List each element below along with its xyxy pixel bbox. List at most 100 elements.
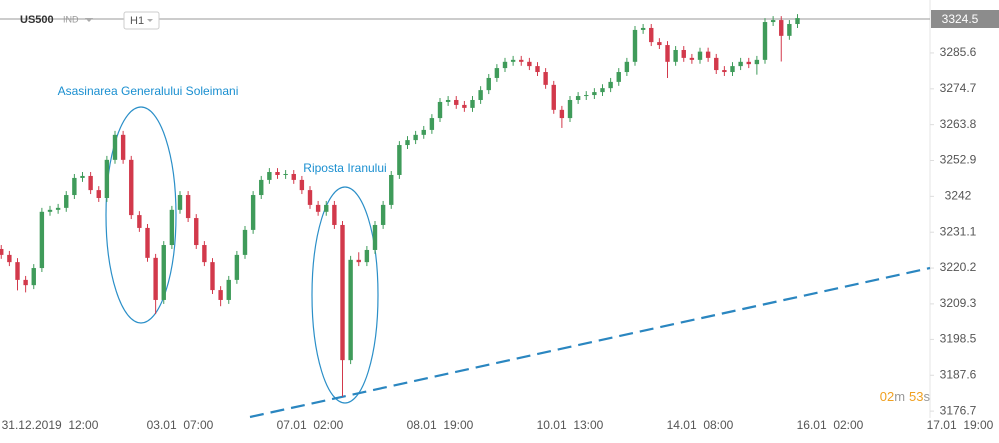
candle-body (47, 209, 53, 212)
candle-body (567, 99, 573, 119)
candle-body (470, 99, 475, 108)
candle-body (575, 96, 581, 100)
candle-body (234, 254, 240, 280)
y-tick-label: 3285.6 (940, 45, 977, 59)
candle-body (112, 134, 118, 160)
trendline (249, 266, 931, 419)
y-tick-label: 3242 (945, 189, 972, 203)
candle-body (624, 61, 630, 73)
timeframe-box[interactable] (123, 11, 160, 30)
candle-body (551, 84, 556, 110)
candle-body (380, 204, 386, 225)
candle-body (0, 248, 4, 255)
candle-body (169, 209, 175, 246)
candle-body (7, 254, 12, 263)
y-tick-label: 3220.2 (940, 260, 977, 274)
candle-body (291, 173, 296, 180)
candle-body (649, 27, 654, 43)
candle-body (519, 59, 524, 62)
ellipse-annotation (311, 186, 379, 404)
candle-body (494, 68, 500, 78)
x-tick-label: 16.01 02:00 (797, 418, 864, 432)
candle-body (462, 104, 467, 108)
timeframe-arrow[interactable] (147, 19, 153, 22)
candle-body (584, 95, 589, 97)
candle-body (437, 101, 443, 119)
y-tick-label: 3209.3 (940, 296, 977, 310)
candle-body (129, 159, 134, 216)
candle-body (250, 195, 256, 230)
candle-body (153, 257, 158, 300)
y-tick-label: 3187.6 (940, 367, 977, 381)
last-price-box (931, 10, 999, 28)
x-tick-label: 07.01 02:00 (277, 418, 344, 432)
candle-body (762, 22, 768, 60)
candle-body (324, 204, 329, 212)
candle-body (64, 195, 69, 208)
candle-body (413, 134, 418, 141)
candle-body (242, 229, 248, 255)
candle-body (608, 81, 613, 89)
candle-body (210, 262, 215, 291)
candle-body (145, 227, 150, 258)
countdown-minutes: 02 (880, 389, 894, 404)
candle-body (23, 279, 28, 286)
candle-body (39, 211, 45, 269)
candle-body (405, 140, 410, 146)
candle-body (315, 204, 321, 212)
candle-body (185, 195, 191, 219)
candle-body (88, 175, 93, 191)
candle-body (340, 224, 345, 361)
x-tick-label: 31.12.2019 12:00 (2, 418, 99, 432)
symbol[interactable]: US500 (20, 14, 54, 26)
y-tick-label: 3263.8 (940, 117, 977, 131)
candle-body (527, 61, 532, 67)
ellipse-annotation (105, 106, 177, 324)
candle-body (161, 245, 166, 300)
candle-body (787, 24, 792, 36)
candle-body (299, 179, 305, 191)
timeframe[interactable]: H1 (130, 15, 144, 27)
candle-body (559, 109, 565, 119)
countdown-seconds: 53 (909, 389, 923, 404)
candle-body (673, 49, 678, 62)
candle-body (226, 279, 231, 300)
candle-body (283, 173, 288, 175)
candle-body (714, 57, 719, 71)
candle-body (730, 66, 735, 73)
candle-body (616, 72, 621, 82)
candle-body (218, 290, 223, 300)
candle-body (754, 59, 760, 65)
candle-body (96, 190, 101, 198)
candle-body (421, 129, 426, 135)
candle-body (356, 259, 361, 263)
candle-body (697, 51, 703, 60)
candle-body (194, 218, 199, 246)
candle-body (543, 72, 548, 85)
candle-body (486, 77, 491, 91)
candle-body (722, 70, 727, 73)
y-tick-label: 3176.7 (940, 403, 977, 417)
countdown: 02m 53s (880, 389, 931, 404)
candle-body (31, 268, 36, 286)
candle-body (445, 99, 451, 102)
candle-body (705, 51, 711, 58)
candle-body (795, 18, 800, 25)
candle-body (592, 92, 597, 96)
candle-body (80, 175, 85, 178)
candle-body (177, 195, 183, 210)
x-tick-label: 17.01 19:00 (927, 418, 994, 432)
candle-body (307, 190, 313, 205)
dropdown-arrow[interactable] (85, 18, 93, 22)
y-tick-label: 3231.1 (940, 224, 977, 238)
candle-body (364, 249, 370, 263)
candle-body (104, 159, 110, 198)
countdown-minutes-unit: m (894, 389, 905, 404)
candle-body (632, 29, 638, 62)
candle-body (689, 57, 695, 60)
y-tick-label: 3274.7 (940, 81, 977, 95)
candle-body (657, 42, 662, 46)
y-tick-label: 3252.9 (940, 153, 977, 167)
